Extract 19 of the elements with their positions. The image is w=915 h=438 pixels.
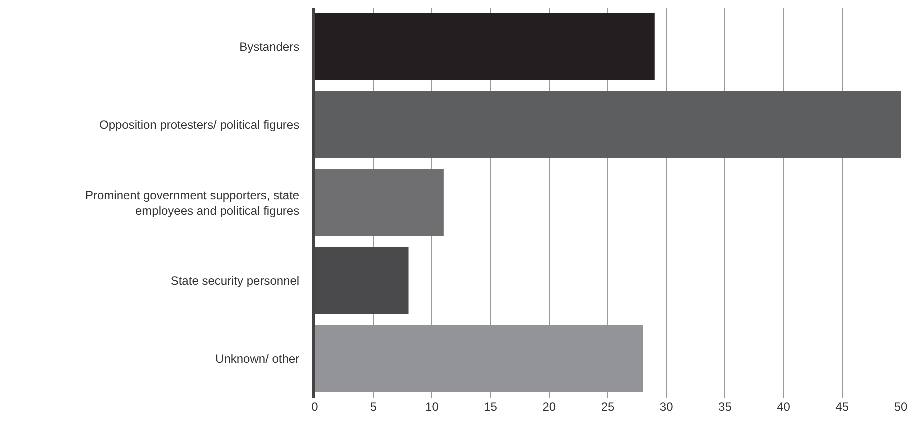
x-tick-label: 5 xyxy=(370,400,378,414)
y-tick-label: State security personnel xyxy=(170,274,300,288)
x-tick-label: 10 xyxy=(426,400,440,414)
y-tick-label: Prominent government supporters, state employees and political figures xyxy=(85,188,300,218)
x-tick-label: 35 xyxy=(718,400,732,414)
y-tick-label: Opposition protesters/ political figures xyxy=(99,118,300,132)
y-tick-label: Unknown/ other xyxy=(216,352,300,366)
bar xyxy=(315,169,444,237)
x-tick-label: 25 xyxy=(601,400,615,414)
x-tick-label: 0 xyxy=(312,400,319,414)
bar xyxy=(315,91,901,159)
y-tick-label: Bystanders xyxy=(240,40,300,54)
bar xyxy=(315,13,655,81)
x-tick-label: 45 xyxy=(836,400,850,414)
x-tick-label: 50 xyxy=(894,400,908,414)
x-tick-label: 40 xyxy=(777,400,791,414)
x-tick-label: 30 xyxy=(660,400,674,414)
x-tick-label: 20 xyxy=(542,400,556,414)
x-tick-label: 15 xyxy=(484,400,498,414)
